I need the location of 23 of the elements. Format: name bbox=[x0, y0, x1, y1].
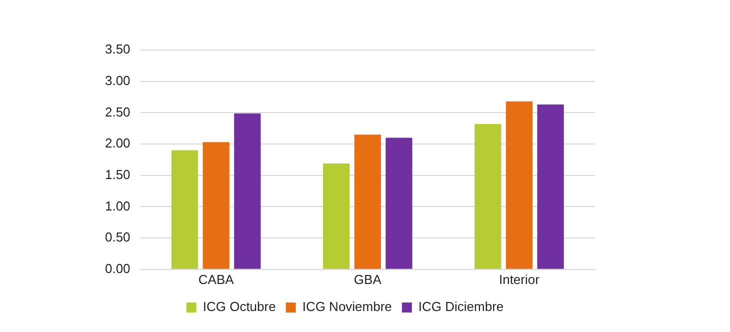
y-tick-label: 0.00 bbox=[104, 260, 130, 276]
y-tick-label: 3.50 bbox=[104, 42, 130, 57]
bar bbox=[474, 124, 502, 269]
bar bbox=[234, 113, 261, 269]
x-tick-label: CABA bbox=[198, 272, 234, 287]
legend-label: ICG Diciembre bbox=[418, 299, 504, 314]
bar bbox=[171, 150, 198, 269]
y-tick-label: 3.00 bbox=[104, 72, 130, 88]
y-tick-label: 1.00 bbox=[104, 198, 130, 214]
x-tick-label: GBA bbox=[354, 272, 382, 287]
bar bbox=[354, 134, 381, 269]
bar bbox=[537, 104, 564, 269]
legend-label: ICG Octubre bbox=[202, 299, 276, 314]
bar bbox=[202, 142, 230, 269]
y-tick-label: 2.00 bbox=[104, 136, 130, 151]
bar bbox=[386, 138, 412, 269]
legend-label: ICG Noviembre bbox=[302, 299, 392, 314]
y-tick-label: 0.50 bbox=[104, 230, 130, 245]
y-tick-label: 1.50 bbox=[104, 166, 130, 182]
bar bbox=[323, 163, 350, 269]
y-tick-label: 2.50 bbox=[104, 104, 130, 120]
bar bbox=[506, 101, 533, 269]
x-tick-label: Interior bbox=[498, 272, 540, 287]
